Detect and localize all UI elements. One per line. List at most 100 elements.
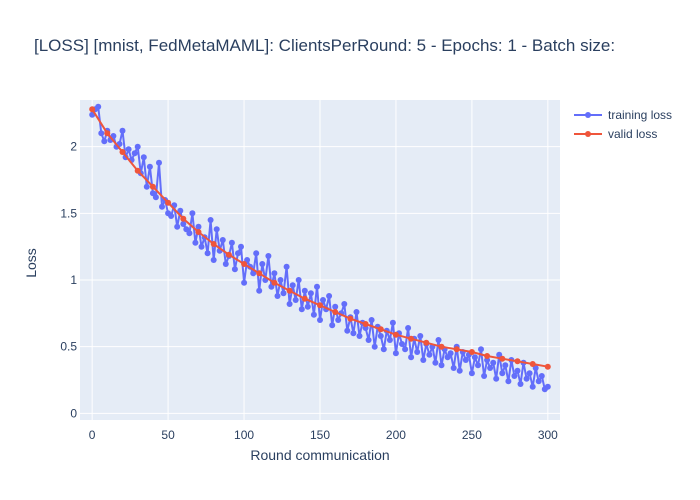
data-point-training-loss — [368, 317, 375, 323]
data-point-valid-loss — [195, 229, 202, 235]
data-point-training-loss — [198, 243, 205, 250]
data-point-training-loss — [538, 373, 545, 379]
data-point-training-loss — [426, 351, 433, 358]
data-point-training-loss — [177, 207, 184, 214]
data-point-training-loss — [335, 317, 342, 323]
data-point-training-loss — [304, 303, 311, 310]
data-point-training-loss — [140, 154, 147, 161]
data-point-training-loss — [535, 378, 542, 385]
data-point-training-loss — [146, 163, 153, 170]
data-point-valid-loss — [529, 361, 536, 367]
data-point-training-loss — [435, 337, 442, 343]
data-point-training-loss — [402, 346, 409, 353]
legend-item-valid-loss[interactable]: valid loss — [574, 127, 657, 141]
data-point-training-loss — [259, 261, 266, 267]
data-point-training-loss — [159, 203, 165, 210]
data-point-training-loss — [365, 337, 372, 343]
data-point-training-loss — [341, 301, 348, 307]
data-point-training-loss — [207, 217, 214, 223]
data-point-valid-loss — [256, 270, 263, 277]
data-point-training-loss — [529, 383, 536, 390]
data-point-valid-loss — [149, 183, 156, 190]
data-point-training-loss — [329, 322, 336, 329]
data-point-training-loss — [277, 277, 284, 283]
data-point-training-loss — [475, 362, 481, 369]
data-point-valid-loss — [104, 130, 111, 137]
data-point-valid-loss — [317, 302, 323, 309]
data-point-valid-loss — [347, 315, 354, 322]
data-point-valid-loss — [453, 346, 460, 353]
data-point-training-loss — [399, 341, 405, 347]
data-point-training-loss — [544, 383, 551, 390]
data-point-training-loss — [235, 250, 241, 257]
x-axis-ticks: 0 50 100 150 200 250 300 — [89, 428, 558, 442]
data-point-training-loss — [125, 146, 132, 153]
data-point-training-loss — [238, 243, 244, 250]
legend-item-training-loss[interactable]: training loss — [574, 108, 672, 122]
data-point-training-loss — [307, 290, 314, 297]
data-point-training-loss — [222, 261, 229, 267]
data-point-training-loss — [517, 381, 524, 387]
data-point-training-loss — [231, 266, 238, 273]
data-point-valid-loss — [514, 358, 521, 365]
data-point-training-loss — [192, 239, 199, 246]
data-point-valid-loss — [271, 279, 278, 286]
y-tick-label: 1.5 — [60, 206, 77, 220]
data-point-training-loss — [213, 226, 220, 233]
data-point-valid-loss — [286, 287, 293, 294]
x-axis-title: Round communication — [250, 447, 389, 463]
data-point-valid-loss — [423, 339, 430, 346]
legend-label-valid-loss: valid loss — [608, 127, 657, 141]
y-axis-title: Loss — [23, 248, 39, 278]
x-tick-label: 100 — [234, 428, 254, 442]
data-point-training-loss — [253, 250, 260, 257]
data-point-training-loss — [256, 287, 263, 294]
data-point-training-loss — [186, 230, 193, 237]
x-tick-label: 200 — [386, 428, 406, 442]
data-point-valid-loss — [241, 261, 248, 267]
data-point-valid-loss — [468, 349, 475, 355]
data-point-valid-loss — [119, 149, 126, 155]
x-tick-label: 300 — [538, 428, 558, 442]
x-tick-label: 250 — [462, 428, 482, 442]
data-point-valid-loss — [225, 251, 232, 258]
data-point-training-loss — [481, 373, 488, 379]
data-point-training-loss — [298, 306, 305, 313]
data-point-training-loss — [286, 301, 293, 307]
data-point-training-loss — [195, 223, 202, 230]
data-point-training-loss — [456, 367, 463, 374]
data-point-training-loss — [371, 343, 378, 350]
data-point-training-loss — [241, 279, 248, 286]
data-point-training-loss — [462, 357, 469, 363]
data-point-training-loss — [301, 287, 308, 294]
data-point-training-loss — [143, 183, 150, 190]
data-point-training-loss — [289, 282, 296, 289]
data-point-valid-loss — [544, 363, 551, 370]
data-point-training-loss — [505, 378, 512, 385]
data-point-training-loss — [438, 362, 445, 369]
data-point-training-loss — [265, 253, 272, 259]
legend[interactable]: training loss valid loss — [574, 108, 672, 141]
data-point-training-loss — [314, 283, 320, 290]
data-point-valid-loss — [89, 106, 96, 113]
x-tick-label: 0 — [89, 428, 96, 442]
data-point-training-loss — [447, 350, 454, 357]
data-point-training-loss — [523, 375, 530, 382]
data-point-training-loss — [389, 319, 396, 326]
series-layer — [89, 103, 551, 393]
data-point-valid-loss — [362, 321, 369, 327]
data-point-training-loss — [414, 349, 421, 355]
data-point-training-loss — [168, 213, 175, 219]
data-point-training-loss — [450, 365, 457, 371]
data-point-training-loss — [292, 297, 299, 303]
data-point-training-loss — [271, 270, 278, 277]
data-point-training-loss — [131, 150, 138, 157]
data-point-training-loss — [502, 362, 509, 369]
data-point-training-loss — [468, 370, 475, 377]
data-point-training-loss — [134, 143, 141, 150]
y-tick-label: 1 — [70, 273, 77, 287]
data-point-valid-loss — [408, 335, 415, 342]
data-point-training-loss — [432, 359, 439, 366]
y-axis-ticks: 0 0.5 1 1.5 2 — [60, 140, 77, 421]
